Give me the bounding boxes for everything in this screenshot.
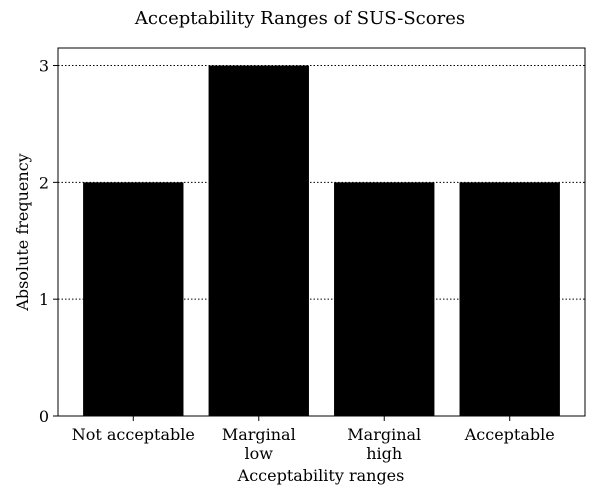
x-tick-label-line: low	[245, 444, 274, 463]
chart-title: Acceptability Ranges of SUS-Scores	[134, 8, 465, 29]
y-tick-label: 2	[39, 173, 49, 192]
bar-1	[208, 65, 309, 417]
x-tick-label-line: Marginal	[222, 425, 296, 444]
y-axis-label: Absolute frequency	[13, 153, 32, 311]
bar-0	[83, 182, 184, 416]
bars	[83, 65, 560, 417]
y-axis: 0 1 2 3	[39, 57, 58, 426]
x-tick-label-2: Marginal high	[347, 425, 421, 463]
x-tick-label-line: Acceptable	[464, 425, 555, 444]
y-tick-label: 0	[39, 407, 49, 426]
y-tick-label: 1	[39, 290, 49, 309]
x-axis-label: Acceptability ranges	[237, 466, 405, 485]
x-tick-label-line: Not acceptable	[72, 425, 195, 444]
x-tick-label-line: high	[366, 444, 402, 463]
x-tick-label-1: Marginal low	[222, 425, 296, 463]
x-tick-label-3: Acceptable	[464, 425, 555, 444]
y-tick-label: 3	[39, 57, 49, 76]
plot-frame	[57, 47, 586, 417]
bar-3	[459, 182, 560, 416]
x-tick-label-line: Marginal	[347, 425, 421, 444]
bar-2	[334, 182, 435, 416]
x-tick-label-0: Not acceptable	[72, 425, 195, 444]
